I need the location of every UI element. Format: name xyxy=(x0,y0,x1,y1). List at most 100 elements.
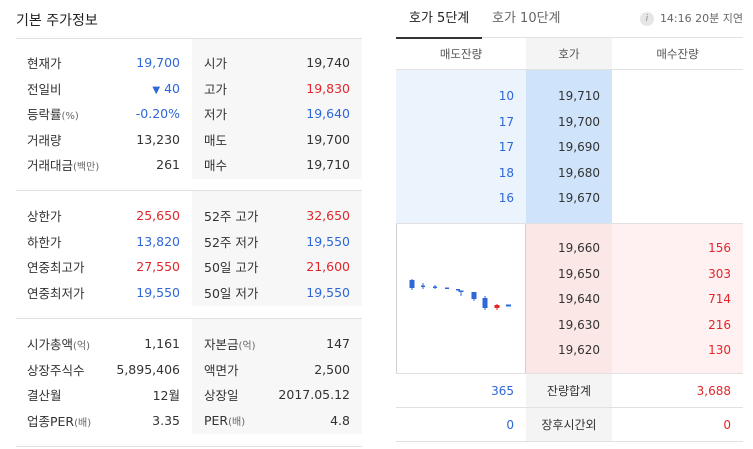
info-row: 50일 저가 19,550 xyxy=(192,280,362,306)
info-row: 하한가 13,820 xyxy=(16,229,192,255)
info-label-text: 등락률 xyxy=(27,107,62,123)
orderbook-header: 매도잔량 호가 매수잔량 xyxy=(396,38,743,70)
ask-price-cell: 19,670 xyxy=(558,191,600,205)
info-value: 147 xyxy=(326,336,350,351)
info-row: 등락률(%) -0.20% xyxy=(16,101,192,127)
bid-qty-header: 매수잔량 xyxy=(656,46,699,61)
info-value-text: 2,500 xyxy=(314,361,350,377)
info-label-unit: (억) xyxy=(73,341,91,353)
info-label-text: 매도 xyxy=(204,132,228,148)
info-label: 액면가 xyxy=(204,360,239,379)
after-hours-label: 장후시간외 xyxy=(526,408,612,441)
info-value: 19,830 xyxy=(306,81,350,96)
info-label-text: 결산월 xyxy=(27,388,62,404)
info-label: 저가 xyxy=(204,104,227,123)
info-label: 52주 고가 xyxy=(204,206,258,225)
bid-qty-cell: 216 xyxy=(708,317,731,332)
range-col-right: 52주 고가 32,650 52주 저가 19,550 50일 고가 21,600 50일 … xyxy=(192,191,362,306)
range-section: 상한가 25,650 하한가 13,820 연중최고가 27,550 연중최저가 19,550… xyxy=(16,191,362,319)
info-value-text: 13,820 xyxy=(136,233,180,249)
info-value: 19,700 xyxy=(136,55,180,70)
total-label: 잔량합계 xyxy=(526,374,612,407)
info-row: 저가 19,640 xyxy=(192,101,362,127)
info-label-text: 거래대금 xyxy=(27,158,74,174)
ask-qty-cell: 17 xyxy=(498,140,514,154)
info-label-unit: (억) xyxy=(238,341,256,353)
info-label-text: 상장일 xyxy=(204,388,239,404)
delay-time: 14:16 20분 지연 xyxy=(659,12,743,25)
info-value-text: 147 xyxy=(326,336,350,352)
info-value: 19,700 xyxy=(306,132,350,147)
info-label: 상한가 xyxy=(27,206,62,225)
bid-price-cell: 19,660 xyxy=(558,241,600,255)
info-value: 21,600 xyxy=(306,259,350,274)
info-label-text: 50일 고가 xyxy=(204,260,259,276)
info-label-text: 시가총액 xyxy=(27,337,74,353)
bid-price-cell: 19,650 xyxy=(558,266,600,281)
ask-price-cell: 19,680 xyxy=(558,165,600,180)
candle-1 xyxy=(409,280,415,288)
company-col-right: 자본금(억) 147 액면가 2,500 상장일 2017.05.12 PER(배) 4.8 xyxy=(192,319,362,434)
orderbook-tabs: 호가 5단계 호가 10단계 i 14:16 20분 지연 xyxy=(396,0,743,39)
info-label-text: 전일비 xyxy=(27,81,62,97)
info-value: 19,550 xyxy=(306,234,350,249)
info-icon[interactable]: i xyxy=(639,12,654,26)
info-row: 상한가 25,650 xyxy=(16,203,192,229)
orderbook: 매도잔량 호가 매수잔량 10 17 17 18 16 19,710 19,700 19,6… xyxy=(396,38,743,442)
info-value: 19,550 xyxy=(306,285,350,300)
total-bid-qty: 3,688 xyxy=(696,383,731,398)
info-value-text: 25,650 xyxy=(136,208,180,224)
info-value-text: 4.8 xyxy=(330,412,350,428)
ask-price-cell: 19,700 xyxy=(558,114,600,129)
company-col-left: 시가총액(억) 1,161 상장주식수 5,895,406 결산월 12월 업종PER(배)… xyxy=(16,331,192,446)
info-label-text: 하한가 xyxy=(27,234,62,250)
info-label-text: 자본금 xyxy=(204,337,239,353)
mini-candle-chart xyxy=(396,224,526,373)
info-label: 시가총액(억) xyxy=(27,334,90,353)
info-label: 50일 저가 xyxy=(204,283,258,302)
candle-2 xyxy=(421,285,425,287)
info-label: 52주 저가 xyxy=(204,232,258,251)
info-value: -0.20% xyxy=(136,106,180,121)
info-label-text: 연중최고가 xyxy=(27,260,85,276)
info-label-text: 상장주식수 xyxy=(27,362,85,378)
info-value: 2,500 xyxy=(314,362,350,377)
bid-block: 19,660 19,650 19,640 19,630 19,620 156 303 714… xyxy=(396,224,743,374)
after-hours-bid-qty: 0 xyxy=(723,417,731,432)
info-label-unit: (배) xyxy=(228,416,246,428)
info-label: PER(배) xyxy=(204,413,245,428)
basic-info-title: 기본 주가정보 xyxy=(16,13,98,29)
info-value: 19,740 xyxy=(306,55,350,70)
info-value-text: 19,550 xyxy=(306,284,350,300)
info-value: 25,650 xyxy=(136,208,180,223)
info-label: 연중최저가 xyxy=(27,283,85,302)
info-label: 시가 xyxy=(204,53,227,72)
info-row: 자본금(억) 147 xyxy=(192,331,362,357)
info-value-text: 1,161 xyxy=(144,336,180,352)
ask-qty-header: 매도잔량 xyxy=(439,46,483,61)
info-row: 매도 19,700 xyxy=(192,127,362,153)
tab-10-levels[interactable]: 호가 10단계 xyxy=(492,11,561,26)
info-value: ▼ 40 xyxy=(152,81,180,96)
info-value-text: 19,700 xyxy=(136,55,180,71)
bid-price-col: 19,660 19,650 19,640 19,630 19,620 xyxy=(526,224,612,373)
info-value-text: 3.35 xyxy=(152,412,180,428)
info-row: 업종PER(배) 3.35 xyxy=(16,408,192,434)
info-value-text: 32,650 xyxy=(306,208,350,224)
tab-5-levels[interactable]: 호가 5단계 xyxy=(396,0,483,39)
after-hours-ask-qty: 0 xyxy=(506,417,514,432)
candle-7 xyxy=(471,292,477,299)
info-value-text: 27,550 xyxy=(136,259,180,275)
info-value: 2017.05.12 xyxy=(278,387,350,402)
info-row: 거래량 13,230 xyxy=(16,127,192,153)
ask-price-cell: 19,690 xyxy=(558,140,600,154)
info-value: 5,895,406 xyxy=(116,362,180,377)
info-label-text: 52주 저가 xyxy=(204,234,259,250)
price-section: 현재가 19,700 전일비 ▼ 40 등락률(%) -0.20% 거래량 13,230 거래대금… xyxy=(16,39,362,191)
info-value-text: 21,600 xyxy=(306,259,350,275)
bid-qty-cell: 303 xyxy=(708,266,731,281)
bid-price-cell: 19,620 xyxy=(558,343,600,357)
info-value-text: 5,895,406 xyxy=(116,361,180,377)
info-row: 연중최고가 27,550 xyxy=(16,254,192,280)
info-label-text: 상한가 xyxy=(27,209,62,225)
